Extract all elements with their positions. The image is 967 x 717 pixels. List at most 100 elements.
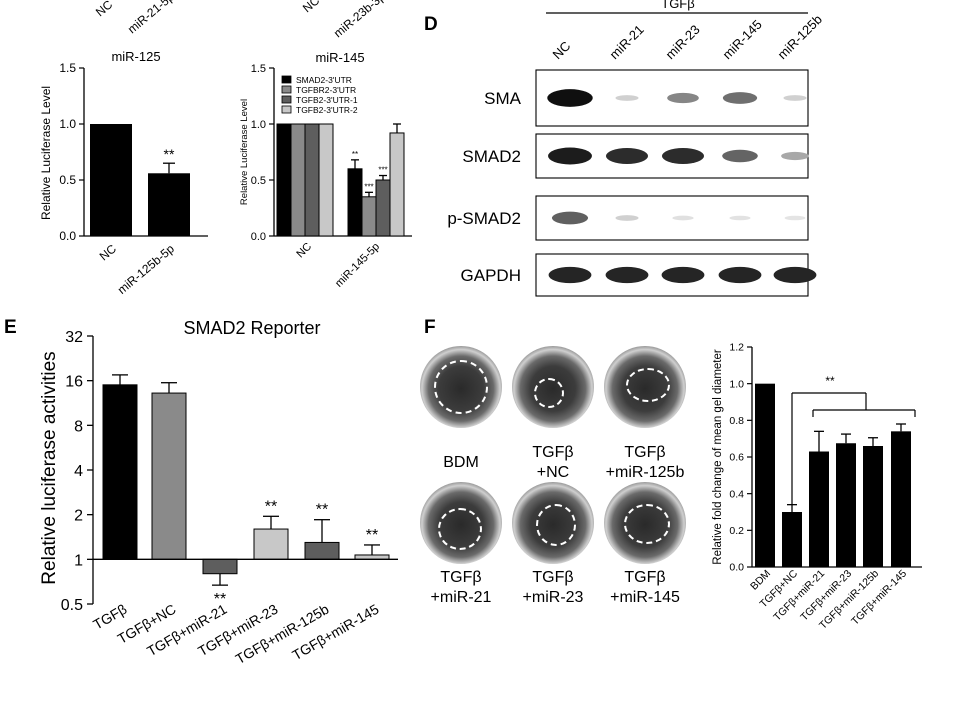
ytick-label-smad2: 4 [74, 463, 83, 480]
gel-photo-bdm [420, 346, 502, 428]
photo-label-5-0: TGFβ [624, 569, 665, 586]
ytick-mir145-tick-label: 0.0 [251, 231, 266, 243]
xtick-mir125-nc: NC [97, 241, 120, 263]
photo-label-2-0: TGFβ [624, 444, 665, 461]
photo-label-1-0: TGFβ [532, 444, 573, 461]
bar-smad2-3-utr-mir-145-5p [347, 168, 363, 237]
significance-bracket: ** [791, 374, 916, 505]
panel-letter-d: D [424, 14, 438, 35]
above-category-mir23: miR-23b-3p [331, 0, 388, 40]
bar-smad2-tgf-mir-125b [304, 541, 340, 560]
photo-label-4-1: +miR-23 [523, 589, 584, 606]
chart-title-mir145: miR-145 [315, 50, 364, 65]
bar-gel-tgf-mir-125b [863, 446, 883, 567]
legend-label-tgfbr2-3-utr: TGFBR2-3'UTR [296, 85, 356, 95]
panel-e: E SMAD2 Reporter Relative luciferase act… [4, 317, 398, 667]
bar-smad2-3-utr-nc [276, 123, 292, 237]
ytick-label-smad2: 2 [74, 508, 83, 525]
ytick-mir125-tick-label: 1.0 [59, 117, 76, 131]
bar-smad2-tgf-mir-21 [202, 558, 238, 575]
bar-tgfbr2-3-utr-nc [290, 123, 306, 237]
photo-label-5-1: +miR-145 [610, 589, 680, 606]
blot-band-smad2-nc [548, 147, 592, 165]
lane-label-mir-125b: miR-125b [775, 12, 825, 62]
blot-row-label-gapdh: GAPDH [461, 266, 521, 285]
photo-label-2-1: +miR-125b [606, 464, 685, 481]
bar-gel-tgf-mir-145 [891, 431, 911, 567]
ytick-gel-tick-label: 1.2 [729, 342, 744, 354]
ylabel-gel: Relative fold change of mean gel diamete… [712, 349, 724, 565]
ylabel-mir125: Relative Luciferase Level [39, 86, 53, 220]
ytick-label-smad2: 8 [74, 418, 83, 435]
legend-swatch-tgfbr2-3-utr [281, 85, 292, 94]
blot-band-p-smad2-mir-145 [729, 215, 751, 221]
annotation-smad2-tgf-mir-23: ** [265, 498, 277, 515]
gel-photo-tgfb-mir145 [604, 482, 686, 564]
panel-letter-f: F [424, 317, 436, 338]
ytick-label-smad2: 1 [74, 552, 83, 569]
ylabel-smad2: Relative luciferase activities [39, 351, 60, 584]
bar-smad2-tgf-nc [151, 392, 187, 560]
ytick-mir125-tick-label: 0.0 [59, 229, 76, 243]
photo-label-0-0: BDM [443, 454, 479, 471]
ytick-mir145-tick-label: 1.5 [251, 63, 266, 75]
blot-band-p-smad2-mir-125b [784, 215, 806, 221]
blot-band-p-smad2-mir-23 [672, 215, 694, 221]
blot-band-smad2-mir-145 [722, 149, 758, 163]
bar-smad2-tgf-mir-23 [253, 528, 289, 560]
ytick-mir145-tick-label: 1.0 [251, 119, 266, 131]
photo-label-4-0: TGFβ [532, 569, 573, 586]
chart-title-smad2: SMAD2 Reporter [183, 318, 320, 338]
annotation-smad2-tgf-mir-145: ** [366, 527, 378, 544]
blot-band-gapdh-nc [548, 266, 592, 284]
gel-photo-tgfb-mir23 [512, 482, 594, 564]
significance-bracket-label: ** [825, 374, 835, 388]
xtick-smad2-tgf-mir-145: TGFβ+miR-145 [289, 601, 381, 664]
annotation-smad2-tgf-mir-125b: ** [316, 502, 328, 519]
chart-title-mir125: miR-125 [111, 49, 160, 64]
legend-label-tgfb2-3-utr-2: TGFB2-3'UTR-2 [296, 105, 358, 115]
lane-label-mir-21: miR-21 [607, 22, 647, 62]
bar-gel-tgf-nc [782, 512, 802, 567]
blot-band-sma-mir-125b [783, 95, 807, 101]
gel-photo-tgfb-mir125b [604, 346, 686, 428]
photo-label-3-1: +miR-21 [431, 589, 492, 606]
panel-letter-e: E [4, 317, 17, 338]
blot-band-gapdh-mir-125b [773, 266, 817, 284]
ytick-gel-tick-label: 0.4 [729, 488, 744, 500]
ytick-gel-tick-label: 0.6 [729, 452, 744, 464]
lane-label-mir-145: miR-145 [720, 17, 765, 62]
above-category-nc-2: NC [300, 0, 323, 15]
legend-label-smad2-3-utr: SMAD2-3'UTR [296, 75, 352, 85]
above-category-mir21: miR-21-5p [125, 0, 177, 36]
bar-gel-bdm [755, 383, 775, 567]
ytick-label-smad2: 16 [65, 374, 83, 391]
ytick-gel-tick-label: 1.0 [729, 378, 744, 390]
legend-mir145: SMAD2-3'UTRTGFBR2-3'UTRTGFB2-3'UTR-1TGFB… [281, 75, 358, 115]
blot-band-gapdh-mir-23 [661, 266, 705, 284]
bar-tgfbr2-3-utr-mir-145-5p [361, 196, 377, 237]
lane-label-mir-23: miR-23 [663, 22, 703, 62]
xtick-mir145-mir145: miR-145-5p [333, 241, 382, 290]
xtick-mir145-nc: NC [294, 241, 314, 261]
blot-band-gapdh-mir-145 [718, 266, 762, 284]
legend-label-tgfb2-3-utr-1: TGFB2-3'UTR-1 [296, 95, 358, 105]
legend-swatch-smad2-3-utr [281, 75, 292, 84]
blot-band-p-smad2-mir-21 [615, 215, 639, 221]
gel-photo-tgfb-mir21 [420, 482, 502, 564]
blot-band-smad2-mir-23 [661, 148, 705, 164]
blot-group-label: TGFβ [661, 0, 694, 11]
ytick-gel-tick-label: 0.2 [729, 525, 744, 537]
ytick-mir125-tick-label: 1.5 [59, 61, 76, 75]
above-category-nc: NC [93, 0, 116, 19]
annotation-tgfb2-3-utr-1-mir-145-5p: *** [378, 166, 387, 175]
blot-band-sma-mir-23 [667, 92, 699, 104]
bar-mir125-nc [90, 124, 132, 236]
blot-row-label-smad2: SMAD2 [462, 147, 521, 166]
blot-band-gapdh-mir-21 [605, 266, 649, 284]
annotation-mir125-mir-125b-5p: ** [164, 146, 175, 162]
blot-band-smad2-mir-125b [781, 151, 809, 161]
bar-tgfb2-3-utr-1-nc [304, 123, 320, 237]
ylabel-mir145: Relative Luciferase Level [239, 99, 250, 205]
